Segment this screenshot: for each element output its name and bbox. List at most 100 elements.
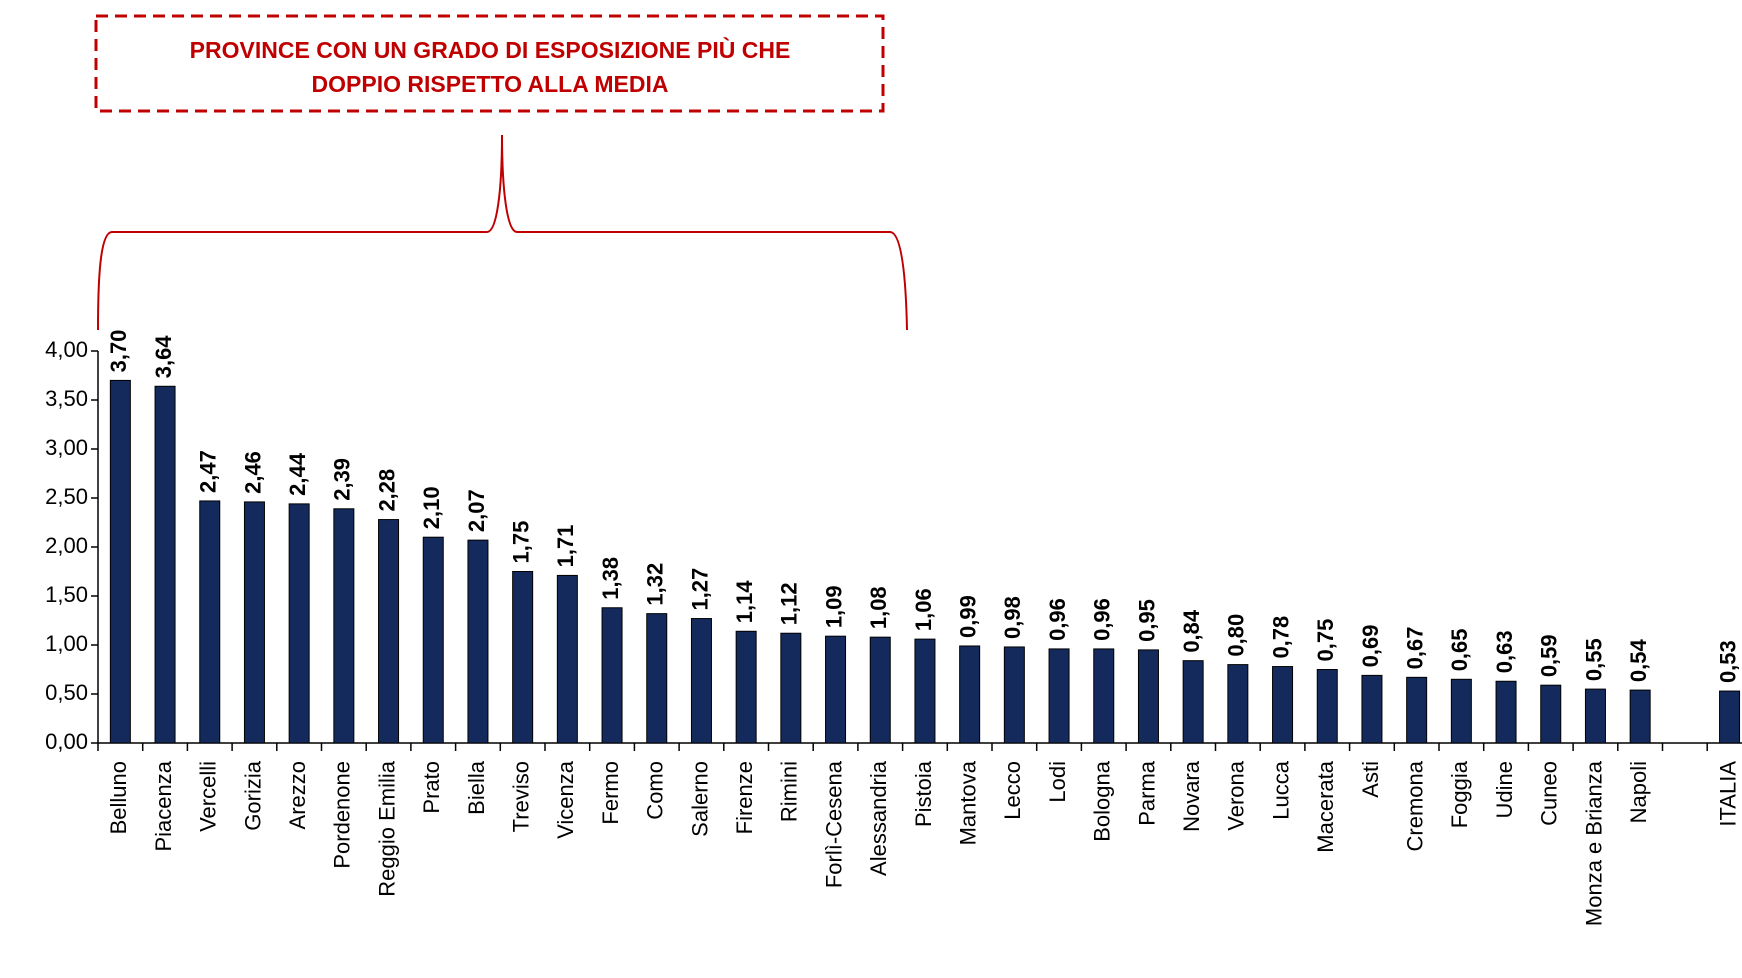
x-tick-label: Lodi xyxy=(1045,761,1070,803)
value-label: 1,09 xyxy=(821,585,846,628)
x-tick-label: Treviso xyxy=(508,761,533,832)
bar xyxy=(1182,660,1204,744)
x-tick-label: Lecco xyxy=(1000,761,1025,820)
value-label: 0,67 xyxy=(1402,627,1427,670)
bar xyxy=(1093,648,1115,744)
bar xyxy=(690,618,712,744)
x-tick-label: Parma xyxy=(1134,760,1159,826)
value-label: 1,27 xyxy=(687,568,712,611)
x-tick-label: Lucca xyxy=(1268,760,1293,819)
value-label: 3,64 xyxy=(151,335,176,379)
x-tick-label: Udine xyxy=(1492,761,1517,818)
bar xyxy=(1450,678,1472,744)
x-tick-label: Cuneo xyxy=(1537,761,1562,826)
value-label: 0,78 xyxy=(1268,616,1293,659)
value-label: 1,38 xyxy=(598,557,623,600)
y-tick-label: 0,00 xyxy=(45,729,88,754)
value-label: 0,84 xyxy=(1179,609,1204,653)
x-tick-label: Reggio Emilia xyxy=(374,760,399,896)
x-tick-label: Rimini xyxy=(777,761,802,822)
value-label: 0,69 xyxy=(1358,625,1383,668)
value-label: 2,07 xyxy=(464,489,489,532)
x-tick-label: Alessandria xyxy=(866,760,891,876)
annotation-line: DOPPIO RISPETTO ALLA MEDIA xyxy=(312,71,669,97)
x-tick-label: Vercelli xyxy=(196,761,221,832)
value-label: 1,32 xyxy=(643,563,668,606)
bar xyxy=(1137,649,1159,744)
bar xyxy=(780,632,802,744)
value-label: 1,14 xyxy=(732,580,757,624)
value-label: 0,80 xyxy=(1224,614,1249,657)
x-tick-label: Mantova xyxy=(955,760,980,845)
bar xyxy=(1406,676,1428,744)
y-tick-label: 2,50 xyxy=(45,484,88,509)
value-label: 0,98 xyxy=(1000,596,1025,639)
value-label: 2,47 xyxy=(196,450,221,493)
value-label: 1,08 xyxy=(866,586,891,629)
value-label: 0,53 xyxy=(1715,640,1740,683)
bar xyxy=(959,645,981,744)
x-tick-label: Firenze xyxy=(732,761,757,834)
y-tick-label: 3,50 xyxy=(45,386,88,411)
x-tick-label: Monza e Brianza xyxy=(1581,760,1606,926)
bar xyxy=(1361,674,1383,744)
x-tick-label: Pordenone xyxy=(330,761,355,869)
value-label: 0,99 xyxy=(955,595,980,638)
bar xyxy=(1272,666,1294,744)
bar xyxy=(422,536,444,744)
x-tick-label: ITALIA xyxy=(1715,761,1740,827)
bar xyxy=(1629,689,1651,744)
brace xyxy=(97,134,908,331)
annotation-line: PROVINCE CON UN GRADO DI ESPOSIZIONE PIÙ… xyxy=(190,36,791,63)
x-tick-label: Novara xyxy=(1179,760,1204,832)
value-label: 2,46 xyxy=(240,451,265,494)
bar xyxy=(869,636,891,744)
value-label: 2,28 xyxy=(374,469,399,512)
value-label: 0,95 xyxy=(1134,599,1159,642)
bar xyxy=(288,503,310,744)
value-label: 0,55 xyxy=(1581,638,1606,681)
x-tick-label: Belluno xyxy=(106,761,131,834)
bar xyxy=(825,635,847,744)
x-tick-label: Salerno xyxy=(687,761,712,837)
value-label: 1,12 xyxy=(777,582,802,625)
bar xyxy=(735,630,757,744)
bar xyxy=(1495,680,1517,744)
value-label: 0,63 xyxy=(1492,630,1517,673)
x-tick-label: Piacenza xyxy=(151,760,176,851)
bar xyxy=(1048,648,1070,744)
value-label: 0,96 xyxy=(1090,598,1115,641)
bar xyxy=(914,638,936,744)
bar xyxy=(154,385,176,744)
value-label: 1,75 xyxy=(508,521,533,564)
y-tick-label: 1,00 xyxy=(45,631,88,656)
x-tick-label: Vicenza xyxy=(553,760,578,839)
bar xyxy=(243,501,265,744)
bar xyxy=(1227,664,1249,744)
value-label: 2,10 xyxy=(419,486,444,529)
bar xyxy=(1316,669,1338,744)
x-tick-label: Macerata xyxy=(1313,760,1338,852)
bar xyxy=(199,500,221,744)
annotation-box xyxy=(94,14,885,113)
x-tick-label: Foggia xyxy=(1447,760,1472,828)
value-label: 2,44 xyxy=(285,452,310,496)
x-tick-label: Bologna xyxy=(1090,760,1115,842)
y-tick-label: 0,50 xyxy=(45,680,88,705)
bar xyxy=(1540,684,1562,744)
x-tick-label: Prato xyxy=(419,761,444,814)
x-tick-label: Verona xyxy=(1224,760,1249,830)
bar xyxy=(1584,688,1606,744)
value-label: 3,70 xyxy=(106,330,131,373)
y-tick-label: 2,00 xyxy=(45,533,88,558)
value-label: 0,59 xyxy=(1537,634,1562,677)
bar xyxy=(556,574,578,744)
bar xyxy=(646,613,668,744)
x-tick-label: Forlì-Cesena xyxy=(821,760,846,888)
value-label: 0,54 xyxy=(1626,638,1651,682)
value-label: 1,71 xyxy=(553,525,578,568)
x-tick-label: Arezzo xyxy=(285,761,310,829)
x-tick-label: Biella xyxy=(464,760,489,815)
value-label: 0,65 xyxy=(1447,628,1472,671)
